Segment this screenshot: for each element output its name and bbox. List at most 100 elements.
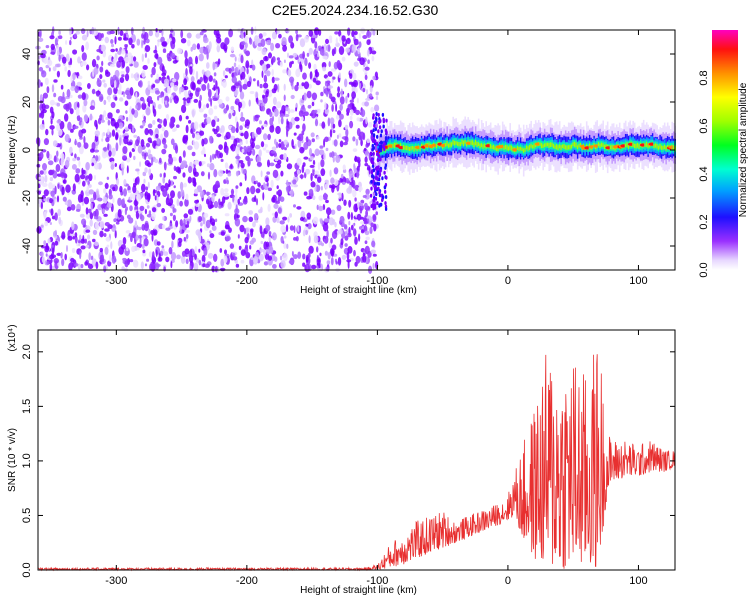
noise-cell [88, 184, 92, 188]
noise-cell [257, 182, 261, 188]
noise-cell [138, 234, 143, 239]
noise-cell [303, 156, 309, 160]
noise-cell [364, 74, 368, 81]
signal-cell [447, 143, 450, 148]
snr-ytick-label: 1.0 [21, 453, 33, 468]
signal-cell [564, 145, 567, 150]
noise-cell [245, 50, 251, 57]
noise-cell [50, 43, 55, 51]
noise-cell [280, 260, 286, 269]
noise-cell [260, 240, 264, 245]
noise-cell [212, 97, 218, 102]
spectrogram-xtick-label: 0 [505, 275, 511, 287]
noise-cell [75, 168, 81, 174]
noise-cell [304, 35, 309, 43]
noise-cell [285, 224, 289, 232]
noise-cell [205, 70, 211, 78]
noise-cell [239, 141, 243, 145]
noise-cell [239, 84, 243, 93]
noise-cell [126, 94, 132, 100]
noise-cell [245, 244, 248, 249]
noise-cell [116, 60, 122, 68]
noise-cell [343, 199, 347, 206]
signal-cell [392, 143, 394, 148]
noise-cell [173, 84, 178, 92]
edge-cell [381, 112, 385, 117]
noise-cell [347, 103, 353, 111]
noise-cell [186, 234, 189, 239]
noise-cell [168, 179, 171, 186]
noise-cell [300, 210, 306, 219]
noise-cell [306, 195, 312, 200]
noise-cell [209, 233, 215, 239]
noise-cell [372, 253, 377, 257]
signal-cell [576, 145, 579, 150]
noise-cell [272, 96, 277, 106]
noise-cell [54, 229, 58, 237]
noise-cell [296, 206, 302, 210]
noise-cell [91, 88, 96, 95]
signal-cell [644, 143, 646, 148]
signal-cell [558, 144, 561, 149]
signal-cell [602, 143, 604, 147]
noise-cell [187, 208, 194, 215]
noise-cell [189, 92, 194, 97]
noise-cell [175, 166, 181, 173]
noise-cell [124, 126, 129, 131]
noise-cell [45, 128, 49, 136]
noise-cell [268, 52, 272, 59]
noise-cell [270, 150, 276, 154]
noise-cell [144, 52, 147, 58]
noise-cell [240, 249, 246, 256]
noise-cell [126, 116, 129, 122]
noise-cell [222, 79, 227, 88]
noise-cell [50, 190, 55, 197]
noise-cell [351, 30, 355, 38]
noise-cell [329, 117, 335, 125]
noise-cell [297, 139, 302, 148]
noise-cell [360, 139, 363, 147]
noise-cell [198, 248, 201, 253]
noise-cell [356, 117, 361, 122]
noise-cell [213, 84, 216, 92]
noise-cell [193, 98, 199, 103]
noise-cell [363, 147, 367, 152]
noise-cell [215, 180, 220, 189]
noise-cell [156, 194, 159, 204]
noise-cell [123, 91, 126, 98]
noise-cell [151, 66, 156, 76]
noise-cell [37, 37, 44, 42]
noise-cell [283, 242, 287, 249]
noise-cell [183, 213, 189, 219]
noise-cell [209, 218, 212, 223]
noise-cell [185, 258, 189, 265]
noise-cell [133, 61, 139, 68]
noise-cell [228, 28, 234, 38]
noise-cell [373, 223, 377, 232]
noise-cell [109, 30, 115, 35]
noise-cell [339, 177, 343, 183]
noise-cell [349, 99, 354, 103]
signal-cell [525, 145, 528, 150]
noise-cell [51, 84, 55, 93]
noise-cell [94, 241, 99, 246]
noise-cell [162, 48, 167, 53]
noise-cell [231, 126, 236, 134]
noise-cell [110, 241, 113, 250]
noise-cell [303, 111, 309, 116]
noise-cell [321, 242, 324, 247]
noise-cell [86, 64, 90, 71]
noise-cell [126, 141, 133, 146]
noise-cell [366, 215, 372, 220]
noise-cell [216, 44, 221, 53]
noise-cell [366, 138, 371, 144]
noise-cell [130, 27, 134, 36]
noise-cell [62, 196, 67, 202]
noise-cell [270, 179, 274, 189]
noise-cell [176, 124, 180, 128]
signal-cell [480, 143, 483, 148]
spectrogram-ylabel: Frequency (Hz) [7, 116, 18, 185]
noise-cell [66, 245, 68, 252]
noise-cell [254, 195, 257, 203]
edge-cell [373, 123, 376, 128]
